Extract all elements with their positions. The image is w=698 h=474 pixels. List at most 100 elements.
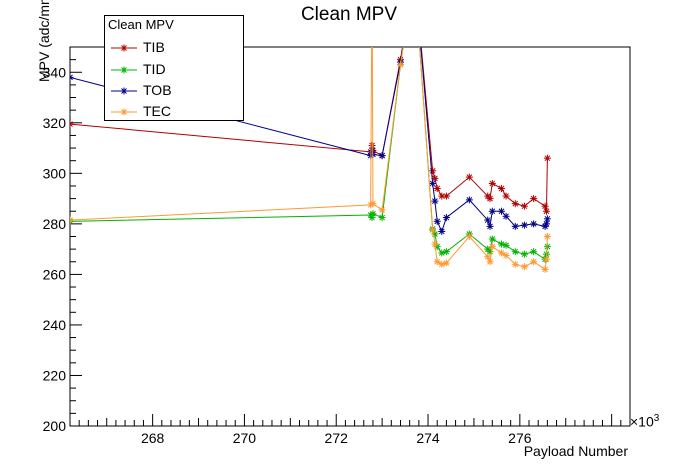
y-axis-label: MPV (adc/mm) — [36, 0, 52, 82]
y-tick-label: 200 — [43, 418, 67, 434]
x-exponent-base: ×10 — [630, 413, 654, 430]
data-point-tec — [486, 258, 494, 266]
data-point-tob — [486, 222, 494, 230]
y-tick-label: 340 — [43, 64, 67, 80]
data-point-tid — [530, 248, 538, 256]
y-tick-label: 240 — [43, 317, 67, 333]
data-point-tib — [511, 200, 519, 208]
data-point-tib — [488, 179, 496, 187]
x-tick-label: 272 — [325, 430, 349, 446]
y-tick-label: 280 — [43, 216, 67, 232]
legend-title: Clean MPV — [108, 17, 174, 32]
x-tick-label: 270 — [233, 430, 257, 446]
data-point-tid — [378, 214, 386, 222]
x-tick-label: 274 — [416, 430, 440, 446]
data-point-tob — [438, 227, 446, 235]
data-point-tob — [484, 216, 492, 224]
data-point-tec — [70, 216, 74, 224]
data-point-tob — [511, 222, 519, 230]
x-exponent-power: 3 — [653, 413, 660, 424]
data-point-tec — [429, 226, 437, 234]
data-point-tib — [497, 184, 505, 192]
data-point-tib — [543, 154, 551, 162]
legend-swatch-tob — [111, 87, 137, 95]
series-layer — [70, 47, 551, 273]
data-point-tib — [530, 195, 538, 203]
data-point-tib — [542, 207, 550, 215]
data-point-tib — [502, 192, 510, 200]
legend-item-tec: TEC — [105, 101, 241, 123]
data-point-tib — [541, 202, 549, 210]
x-tick-label: 268 — [141, 430, 165, 446]
legend-swatch-marker — [120, 44, 128, 52]
data-point-tob — [543, 215, 551, 223]
data-point-tec — [543, 233, 551, 240]
data-point-tid — [520, 250, 528, 258]
series-tec — [70, 47, 551, 273]
legend-item-tid: TID — [105, 59, 241, 81]
data-point-tid — [442, 248, 450, 256]
data-point-tid — [488, 235, 496, 243]
data-point-tec — [378, 206, 386, 214]
legend-swatch-marker — [120, 108, 128, 116]
data-point-tob — [433, 217, 441, 225]
legend-swatch-tib — [111, 44, 137, 52]
data-point-tob — [530, 220, 538, 228]
data-point-tob — [442, 214, 450, 222]
series-tid — [70, 47, 551, 263]
data-point-tib — [70, 120, 74, 128]
data-point-tid — [497, 240, 505, 248]
data-point-tid — [511, 248, 519, 256]
data-point-tec — [497, 249, 505, 257]
data-point-tec — [465, 233, 473, 240]
x-tick-label: 276 — [508, 430, 532, 446]
y-tick-label: 320 — [43, 115, 67, 131]
data-point-tib — [465, 173, 473, 181]
data-point-tob — [497, 207, 505, 215]
data-point-tec — [369, 200, 377, 208]
data-point-tob — [465, 196, 473, 204]
data-point-tec — [431, 240, 439, 248]
data-point-tob — [502, 212, 510, 220]
data-point-tob — [378, 152, 386, 160]
data-point-tec — [520, 263, 528, 271]
data-point-tid — [369, 210, 377, 218]
data-point-tib — [429, 167, 437, 175]
data-point-tec — [502, 251, 510, 259]
y-tick-label: 260 — [43, 266, 67, 282]
legend-label-tid: TID — [143, 61, 166, 77]
data-point-tob — [429, 179, 437, 187]
data-point-tid — [502, 241, 510, 249]
data-point-tob — [488, 207, 496, 215]
x-axis-exponent: ×103 — [630, 413, 659, 430]
y-tick-label: 220 — [43, 367, 67, 383]
chart-title: Clean MPV — [300, 4, 398, 25]
data-point-tib — [442, 192, 450, 200]
data-point-tec — [488, 243, 496, 251]
y-axis: 200 220 240 260 280 300 320 340 — [43, 46, 82, 434]
legend-swatch-tec — [111, 108, 137, 116]
legend-label-tib: TIB — [143, 39, 165, 55]
data-point-tid — [438, 249, 446, 257]
data-point-tob — [431, 197, 439, 205]
legend: Clean MPV TIB TID TOB TEC — [104, 15, 244, 121]
data-point-tob — [70, 73, 74, 81]
data-point-tob — [520, 221, 528, 229]
legend-label-tec: TEC — [143, 103, 171, 119]
y-tick-label: 300 — [43, 165, 67, 181]
data-point-tib — [520, 202, 528, 210]
data-point-tec — [484, 253, 492, 261]
data-point-tec — [542, 255, 550, 263]
data-point-tec — [438, 260, 446, 268]
data-point-tec — [396, 61, 404, 69]
data-point-tob — [542, 220, 550, 228]
data-point-tec — [541, 265, 549, 273]
data-point-tec — [511, 260, 519, 268]
data-point-tec — [442, 259, 450, 267]
legend-swatch-marker — [120, 87, 128, 95]
data-point-tib — [486, 195, 494, 203]
x-axis-label: Payload Number — [523, 443, 628, 459]
x-axis: 268 270 272 274 276 — [69, 414, 631, 446]
legend-label-tob: TOB — [143, 82, 172, 98]
legend-item-tob: TOB — [105, 80, 241, 102]
